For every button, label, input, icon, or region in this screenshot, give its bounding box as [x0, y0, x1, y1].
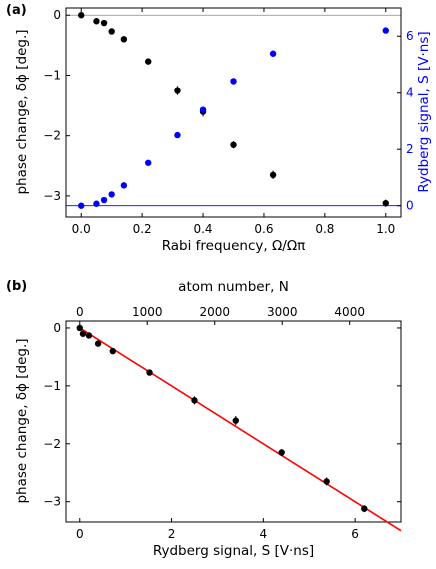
panel-b-plot-frame [65, 320, 402, 523]
panel-a-x-ticks: 0.0 0.2 0.4 0.6 0.8 1.0 [72, 8, 395, 236]
panel-b-top-x-axis-label: atom number, N [178, 279, 289, 295]
panel-a-x-tick-label: 0.8 [315, 222, 334, 236]
panel-a-signal-point [78, 202, 85, 209]
panel-a-phase-point [382, 199, 389, 207]
panel-a-left-y-tick-label: 0 [53, 8, 61, 22]
panel-b-y-ticks: 0 −1 −2 −3 [43, 321, 401, 509]
panel-a-signal-point [100, 196, 108, 204]
panel-a-x-tick-label: 0.0 [72, 222, 91, 236]
panel-a-left-y-axis-label: phase change, δϕ [deg.] [14, 29, 30, 194]
panel-a-plot-frame [65, 7, 402, 218]
panel-b-data-point [79, 330, 87, 337]
panel-b-data-point [146, 369, 153, 376]
panel-a-left-y-ticks: 0 −1 −2 −3 [43, 8, 70, 203]
panel-a-signal-point [199, 106, 207, 113]
panel-a-right-y-tick-label: 2 [406, 142, 414, 156]
panel-a-right-y-ticks: 0 2 4 6 [397, 29, 414, 213]
panel-a-x-tick-label: 0.4 [193, 222, 212, 236]
panel-b-linear-fit [79, 327, 402, 532]
panel-a-phase-point [78, 12, 85, 19]
panel-a-phase-point [145, 58, 152, 65]
panel-a-x-axis-label: Rabi frequency, Ω/Ωπ [162, 238, 306, 254]
panel-b-x-tick-label: 0 [76, 527, 84, 541]
panel-b-y-tick-label: 0 [53, 321, 61, 335]
panel-a-signal-point [230, 78, 237, 85]
panel-b-x-axis-label: Rydberg signal, S [V·ns] [153, 543, 314, 559]
panel-b-top-x-ticks: 0 1000 2000 3000 4000 [76, 305, 365, 325]
panel-a-x-tick-label: 0.2 [133, 222, 152, 236]
panel-a-right-y-tick-label: 0 [406, 199, 414, 213]
panel-a-left-y-tick-label: −1 [43, 68, 61, 82]
panel-b-y-tick-label: −3 [43, 495, 61, 509]
panel-a-reference-lines [66, 14, 401, 207]
panel-b-data-points [76, 324, 368, 513]
panel-b-x-tick-label: 6 [351, 527, 359, 541]
panel-b-data-point [94, 340, 102, 347]
panel-a-right-y-tick-label: 6 [406, 29, 414, 43]
panel-b-label: (b) [6, 279, 27, 294]
panel-a-signal-point [108, 191, 115, 198]
panel-a-signal-point [174, 131, 181, 139]
panel-b-x-ticks: 0 2 4 6 [76, 518, 359, 541]
panel-b-top-x-tick-label: 3000 [267, 305, 298, 319]
panel-b-y-tick-label: −2 [43, 437, 61, 451]
panel-a-phase-point [108, 28, 115, 35]
panel-b-data-point [85, 332, 93, 339]
panel-b-x-tick-label: 4 [260, 527, 268, 541]
panel-a-right-y-axis-label: Rydberg signal, S [V·ns] [416, 31, 432, 192]
panel-b-data-point [361, 505, 368, 512]
panel-b-data-point [278, 449, 285, 456]
panel-b-data-point [109, 347, 117, 355]
panel-a-signal-point [93, 200, 100, 207]
panel-a-label: (a) [6, 3, 27, 18]
panel-a-right-y-tick-label: 4 [406, 86, 414, 100]
panel-b-data-point [76, 324, 83, 332]
panel-a-data-points [78, 12, 389, 209]
panel-a-signal-point [145, 159, 152, 166]
panel-a-signal-point [120, 182, 128, 189]
panel-b-data-point [191, 397, 198, 404]
panel-a-x-tick-label: 0.6 [254, 222, 273, 236]
panel-a-phase-point [174, 87, 181, 94]
panel-b-x-tick-label: 2 [168, 527, 176, 541]
panel-b-top-x-tick-label: 1000 [132, 305, 163, 319]
panel-b-y-tick-label: −1 [43, 379, 61, 393]
panel-b-data-point [323, 478, 330, 485]
panel-a-left-y-tick-label: −2 [43, 129, 61, 143]
panel-b-data-point [232, 417, 239, 424]
panel-b-fit-line [79, 327, 402, 532]
panel-b-top-x-tick-label: 0 [76, 305, 84, 319]
panel-a-signal-point [269, 50, 277, 57]
panel-a-phase-point [100, 19, 108, 27]
panel-a-x-tick-label: 1.0 [376, 222, 395, 236]
panel-b-top-x-tick-label: 2000 [199, 305, 230, 319]
panel-a-phase-point [230, 141, 237, 148]
panel-b-top-x-tick-label: 4000 [334, 305, 365, 319]
panel-a-phase-point [269, 171, 277, 179]
panel-a-left-y-tick-label: −3 [43, 189, 61, 203]
panel-b-y-axis-label: phase change, δϕ [deg.] [14, 338, 30, 503]
panel-a-signal-point [382, 27, 389, 34]
panel-a-phase-point [120, 36, 128, 43]
panel-a-phase-point [93, 18, 100, 25]
